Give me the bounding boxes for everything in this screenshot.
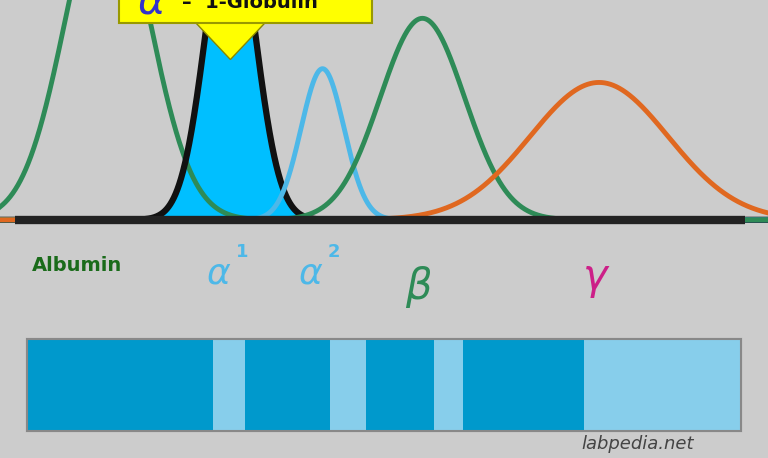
Bar [119, 0, 372, 23]
Text: –  1-Globulin: – 1-Globulin [182, 0, 318, 12]
Text: Albumin: Albumin [31, 256, 122, 275]
Bar [27, 339, 741, 431]
Text: α: α [299, 256, 323, 290]
Bar [616, 339, 741, 431]
Bar [462, 339, 584, 431]
Bar [366, 339, 434, 431]
Bar [584, 339, 616, 431]
Polygon shape [196, 23, 265, 60]
Text: α: α [207, 256, 231, 290]
Bar [213, 339, 245, 431]
Text: α: α [138, 0, 166, 24]
Text: 2: 2 [328, 243, 340, 261]
Bar [245, 339, 330, 431]
Text: 1: 1 [236, 243, 248, 261]
Text: labpedia.net: labpedia.net [581, 436, 694, 453]
Bar [330, 339, 366, 431]
Bar [27, 339, 213, 431]
Bar [27, 339, 741, 431]
Bar [434, 339, 462, 431]
Text: β: β [406, 266, 432, 308]
Text: γ: γ [583, 256, 607, 299]
